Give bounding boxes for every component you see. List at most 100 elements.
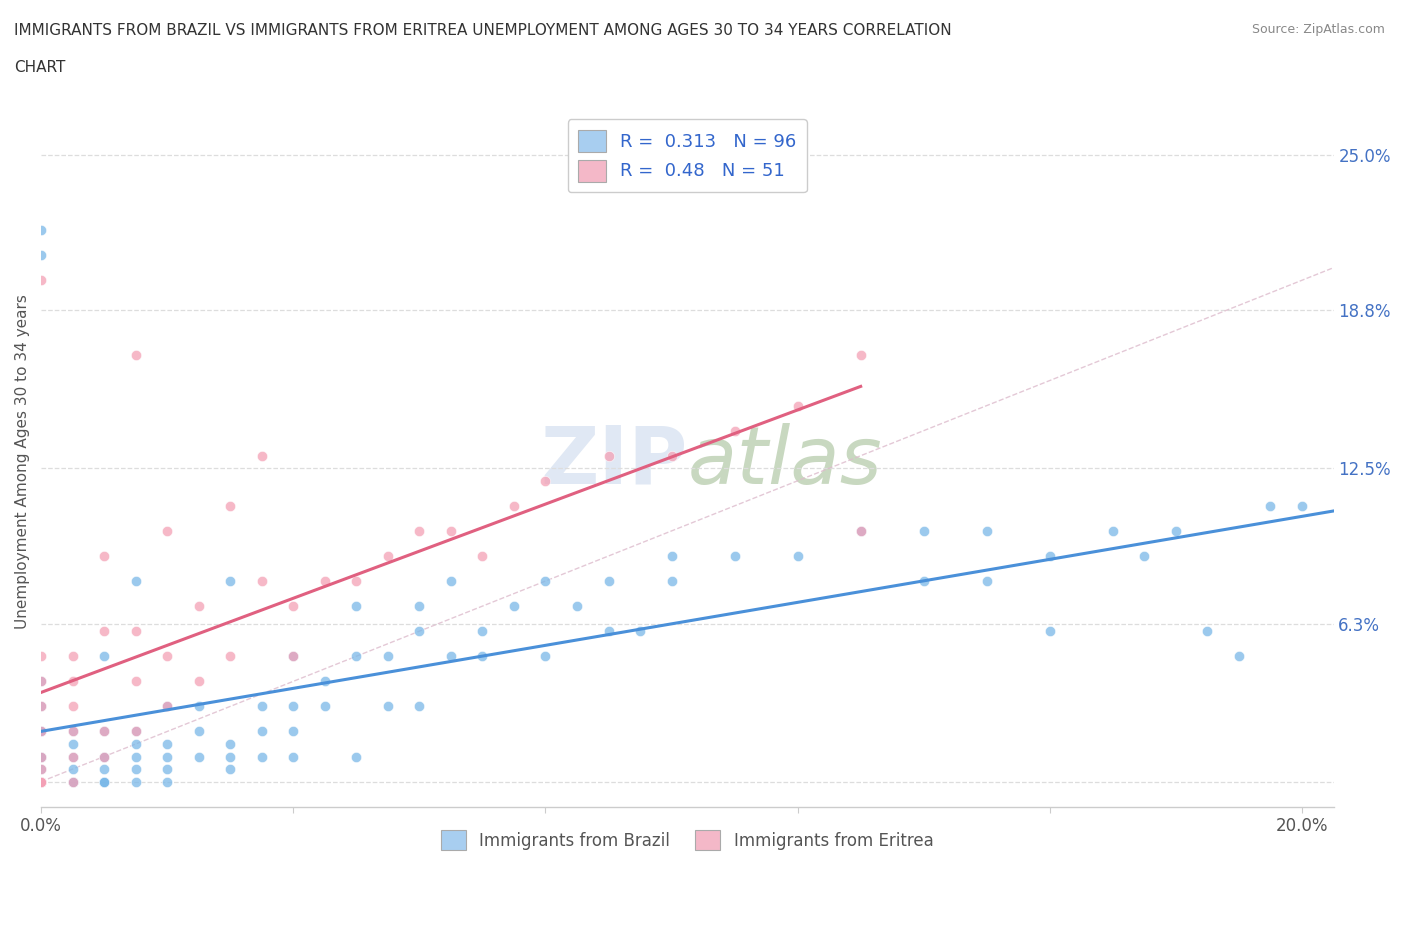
- Point: [124, 348, 146, 363]
- Point: [30, 699, 52, 714]
- Point: [124, 774, 146, 789]
- Point: [314, 674, 336, 689]
- Point: [440, 574, 463, 589]
- Point: [661, 549, 683, 564]
- Point: [30, 724, 52, 739]
- Point: [93, 549, 115, 564]
- Point: [314, 699, 336, 714]
- Point: [219, 762, 242, 777]
- Point: [503, 498, 526, 513]
- Point: [250, 448, 273, 463]
- Point: [849, 348, 872, 363]
- Point: [30, 649, 52, 664]
- Point: [30, 749, 52, 764]
- Point: [93, 749, 115, 764]
- Point: [93, 724, 115, 739]
- Point: [30, 247, 52, 262]
- Point: [30, 222, 52, 237]
- Point: [62, 699, 84, 714]
- Point: [124, 724, 146, 739]
- Point: [30, 774, 52, 789]
- Point: [30, 724, 52, 739]
- Point: [93, 749, 115, 764]
- Point: [30, 272, 52, 287]
- Point: [912, 574, 935, 589]
- Point: [344, 599, 367, 614]
- Text: IMMIGRANTS FROM BRAZIL VS IMMIGRANTS FROM ERITREA UNEMPLOYMENT AMONG AGES 30 TO : IMMIGRANTS FROM BRAZIL VS IMMIGRANTS FRO…: [14, 23, 952, 38]
- Point: [30, 774, 52, 789]
- Point: [156, 699, 179, 714]
- Point: [62, 749, 84, 764]
- Point: [408, 624, 430, 639]
- Point: [503, 599, 526, 614]
- Point: [62, 649, 84, 664]
- Point: [30, 774, 52, 789]
- Point: [187, 599, 209, 614]
- Point: [377, 699, 399, 714]
- Point: [62, 724, 84, 739]
- Point: [598, 448, 620, 463]
- Point: [93, 774, 115, 789]
- Point: [250, 749, 273, 764]
- Point: [408, 524, 430, 538]
- Point: [30, 774, 52, 789]
- Point: [93, 624, 115, 639]
- Point: [1260, 498, 1282, 513]
- Point: [156, 524, 179, 538]
- Point: [219, 749, 242, 764]
- Point: [344, 649, 367, 664]
- Legend: Immigrants from Brazil, Immigrants from Eritrea: Immigrants from Brazil, Immigrants from …: [434, 823, 941, 857]
- Point: [30, 749, 52, 764]
- Point: [62, 774, 84, 789]
- Point: [283, 649, 305, 664]
- Point: [93, 749, 115, 764]
- Text: CHART: CHART: [14, 60, 66, 75]
- Point: [534, 473, 557, 488]
- Point: [849, 524, 872, 538]
- Point: [440, 524, 463, 538]
- Point: [30, 749, 52, 764]
- Text: atlas: atlas: [688, 423, 882, 501]
- Point: [30, 774, 52, 789]
- Point: [1197, 624, 1219, 639]
- Point: [1039, 624, 1062, 639]
- Point: [1039, 549, 1062, 564]
- Point: [1164, 524, 1187, 538]
- Point: [93, 649, 115, 664]
- Point: [283, 649, 305, 664]
- Point: [124, 762, 146, 777]
- Point: [377, 649, 399, 664]
- Point: [187, 724, 209, 739]
- Point: [30, 774, 52, 789]
- Point: [93, 774, 115, 789]
- Point: [219, 574, 242, 589]
- Point: [471, 649, 494, 664]
- Point: [471, 624, 494, 639]
- Point: [250, 724, 273, 739]
- Point: [219, 498, 242, 513]
- Point: [628, 624, 651, 639]
- Point: [565, 599, 588, 614]
- Point: [1102, 524, 1125, 538]
- Point: [1133, 549, 1156, 564]
- Point: [283, 724, 305, 739]
- Point: [156, 749, 179, 764]
- Point: [62, 774, 84, 789]
- Point: [250, 574, 273, 589]
- Point: [156, 762, 179, 777]
- Point: [62, 762, 84, 777]
- Point: [976, 524, 998, 538]
- Point: [219, 649, 242, 664]
- Point: [62, 774, 84, 789]
- Point: [723, 549, 745, 564]
- Point: [124, 674, 146, 689]
- Point: [661, 574, 683, 589]
- Point: [786, 549, 808, 564]
- Point: [156, 737, 179, 751]
- Point: [62, 749, 84, 764]
- Point: [30, 762, 52, 777]
- Point: [62, 724, 84, 739]
- Point: [187, 674, 209, 689]
- Point: [30, 724, 52, 739]
- Point: [283, 699, 305, 714]
